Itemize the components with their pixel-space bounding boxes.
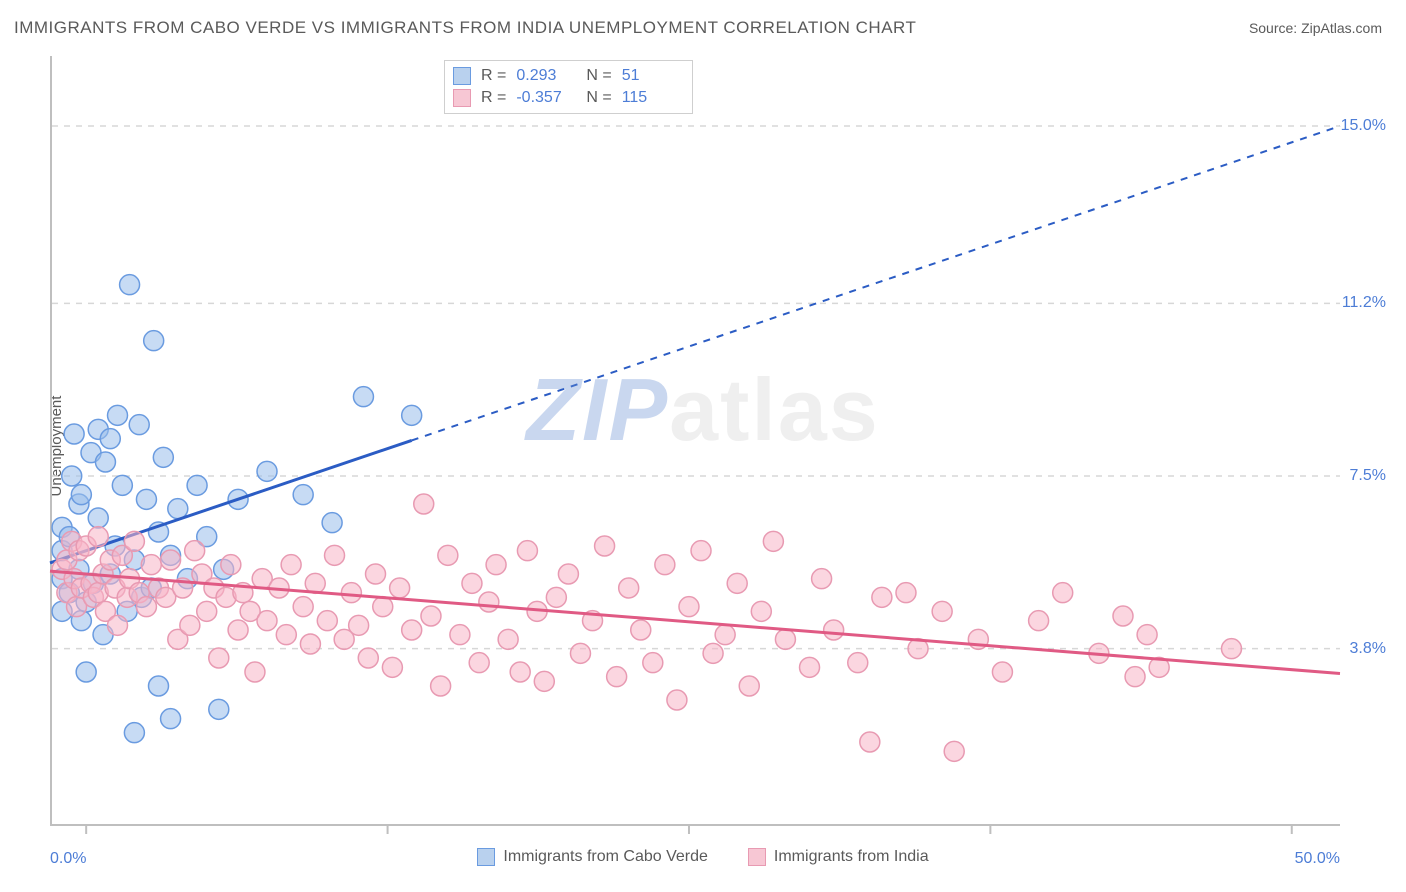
stats-legend-row-1: R = 0.293 N = 51 (453, 65, 682, 87)
x-end-label: 50.0% (1295, 850, 1340, 868)
x-start-label: 0.0% (50, 850, 86, 868)
y-tick-label: 3.8% (1350, 640, 1386, 658)
r-label: R = (481, 87, 506, 109)
n-value: 51 (622, 65, 682, 87)
y-tick-label: 11.2% (1342, 294, 1386, 312)
r-label: R = (481, 65, 506, 87)
swatch-cabo-verde (453, 67, 471, 85)
r-value: -0.357 (516, 87, 576, 109)
stats-legend-row-2: R = -0.357 N = 115 (453, 87, 682, 109)
r-value: 0.293 (516, 65, 576, 87)
y-tick-label: 15.0% (1341, 117, 1386, 135)
n-label: N = (586, 65, 611, 87)
swatch-india (453, 89, 471, 107)
x-axis-labels: 0.0% 50.0% (50, 850, 1340, 872)
y-tick-label: 7.5% (1350, 467, 1386, 485)
n-label: N = (586, 87, 611, 109)
n-value: 115 (622, 87, 682, 109)
stats-legend: R = 0.293 N = 51 R = -0.357 N = 115 (444, 60, 693, 114)
chart-svg (0, 0, 1406, 892)
correlation-chart: IMMIGRANTS FROM CABO VERDE VS IMMIGRANTS… (0, 0, 1406, 892)
